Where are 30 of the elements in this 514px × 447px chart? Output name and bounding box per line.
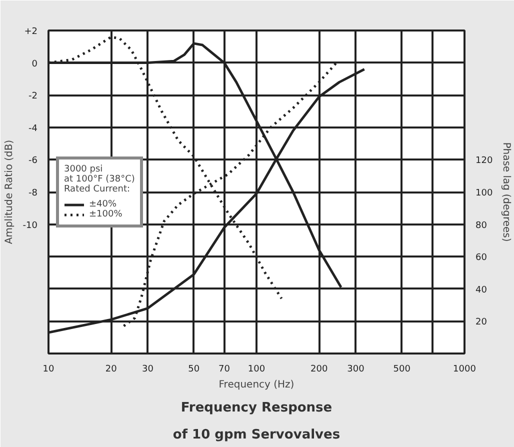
y-tick-label: 0 [32,59,38,70]
legend-label: ±100% [89,209,122,219]
y-tick-label: +2 [24,27,38,37]
y-tick-label: -8 [28,188,38,198]
y2-tick-label: 40 [476,285,488,296]
y2-tick-label: 120 [476,156,493,166]
text: Frequency Response of 10 gpm Servovalves [172,400,340,442]
y-tick-label: -6 [28,156,38,166]
y2-tick-label: 80 [476,220,488,231]
x-tick-label: 10 [42,364,54,374]
x-tick-label: 1000 [453,364,476,374]
x-tick-label: 30 [142,364,154,374]
x-tick-label: 500 [393,364,411,374]
x-tick-label: 70 [218,364,230,374]
x-tick-label: 100 [248,364,266,374]
x-tick-label: 200 [310,364,328,374]
y2-tick-label: 20 [476,318,488,328]
y-tick-label: -4 [28,124,38,134]
y2-tick-label: 100 [476,188,493,198]
y2-tick-label: 60 [476,253,488,264]
x-tick-label: 50 [188,364,200,374]
legend-title: 3000 psi at 100°F (38°C) Rated Current: [64,164,135,194]
y2-axis-title: Phase lag (degrees) [500,142,512,242]
x-axis-title: Frequency (Hz) [218,380,294,390]
y-tick-label: -2 [28,92,38,102]
y-tick-label: -10 [22,220,38,231]
x-tick-label: 300 [347,364,365,374]
x-tick-label: 20 [105,364,118,374]
legend-label: ±40% [89,199,117,209]
y-axis-title: Amplitude Ratio (dB) [4,140,15,244]
